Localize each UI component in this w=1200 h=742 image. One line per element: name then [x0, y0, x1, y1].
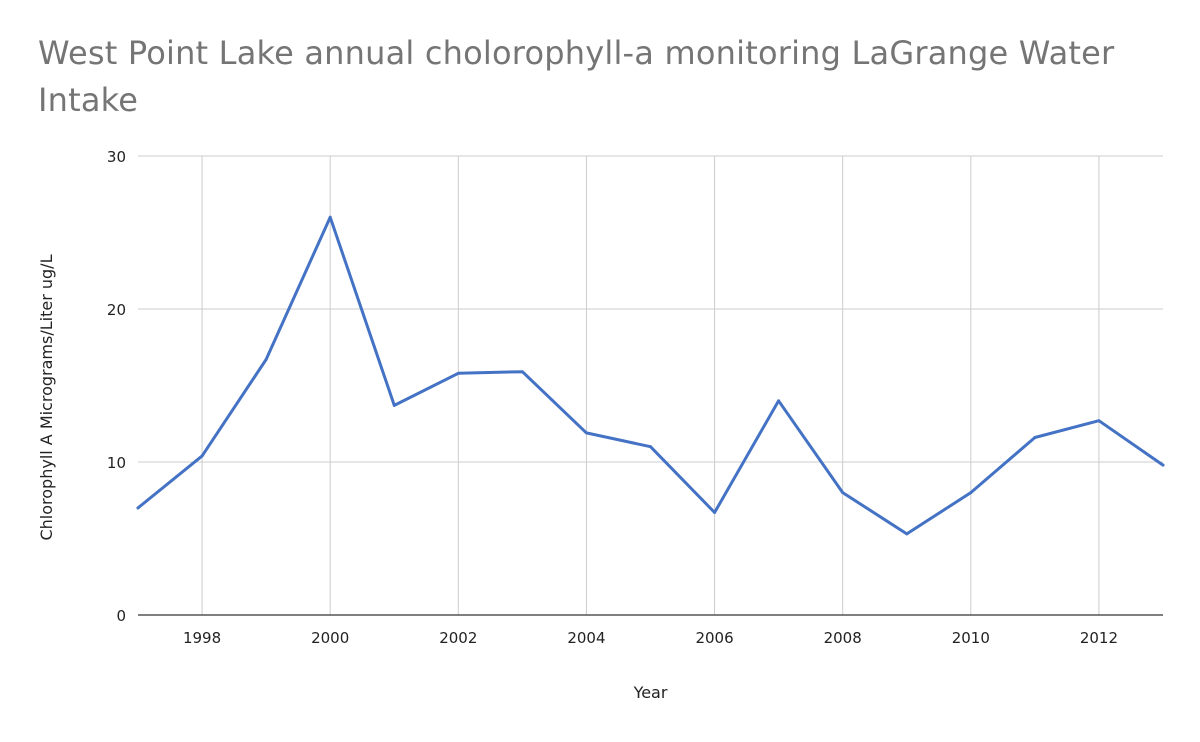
data-point: [264, 358, 268, 361]
y-tick-label: 10: [107, 454, 126, 472]
x-tick-label: 2000: [311, 629, 349, 647]
x-tick-label: 2010: [952, 629, 990, 647]
x-tick-label: 2012: [1080, 629, 1118, 647]
grid: [138, 155, 1163, 615]
data-point: [1097, 419, 1101, 423]
data-point: [713, 511, 716, 514]
x-tick-label: 2006: [695, 629, 733, 647]
tick-labels: 0 10 20 30 1998 2000 2002 2004 2006 2008 2010 2012: [107, 148, 1118, 647]
data-point: [520, 370, 524, 374]
data-point: [905, 532, 909, 536]
x-tick-label: 2002: [439, 629, 477, 647]
data-point: [841, 491, 845, 494]
y-tick-label: 20: [107, 301, 126, 319]
series-layer: [136, 215, 1165, 536]
y-tick-label: 30: [107, 148, 126, 166]
data-point: [969, 491, 973, 494]
x-tick-label: 2008: [824, 629, 862, 647]
series-line: [136, 215, 1165, 536]
data-point: [200, 454, 204, 458]
y-tick-label: 0: [116, 607, 126, 625]
data-point: [136, 506, 140, 510]
data-point: [328, 215, 332, 219]
data-point: [1161, 463, 1165, 467]
x-tick-label: 2004: [567, 629, 605, 647]
data-point: [649, 445, 652, 449]
chart-title: West Point Lake annual cholorophyll-a mo…: [38, 34, 1115, 119]
data-point: [777, 399, 781, 403]
y-axis-title: Chlorophyll A Micrograms/Liter ug/L: [37, 254, 56, 540]
x-axis-title: Year: [633, 683, 668, 702]
data-point: [392, 403, 396, 407]
data-point: [456, 371, 460, 375]
data-point: [585, 431, 588, 435]
data-point: [1033, 436, 1037, 439]
x-tick-label: 1998: [183, 629, 221, 647]
